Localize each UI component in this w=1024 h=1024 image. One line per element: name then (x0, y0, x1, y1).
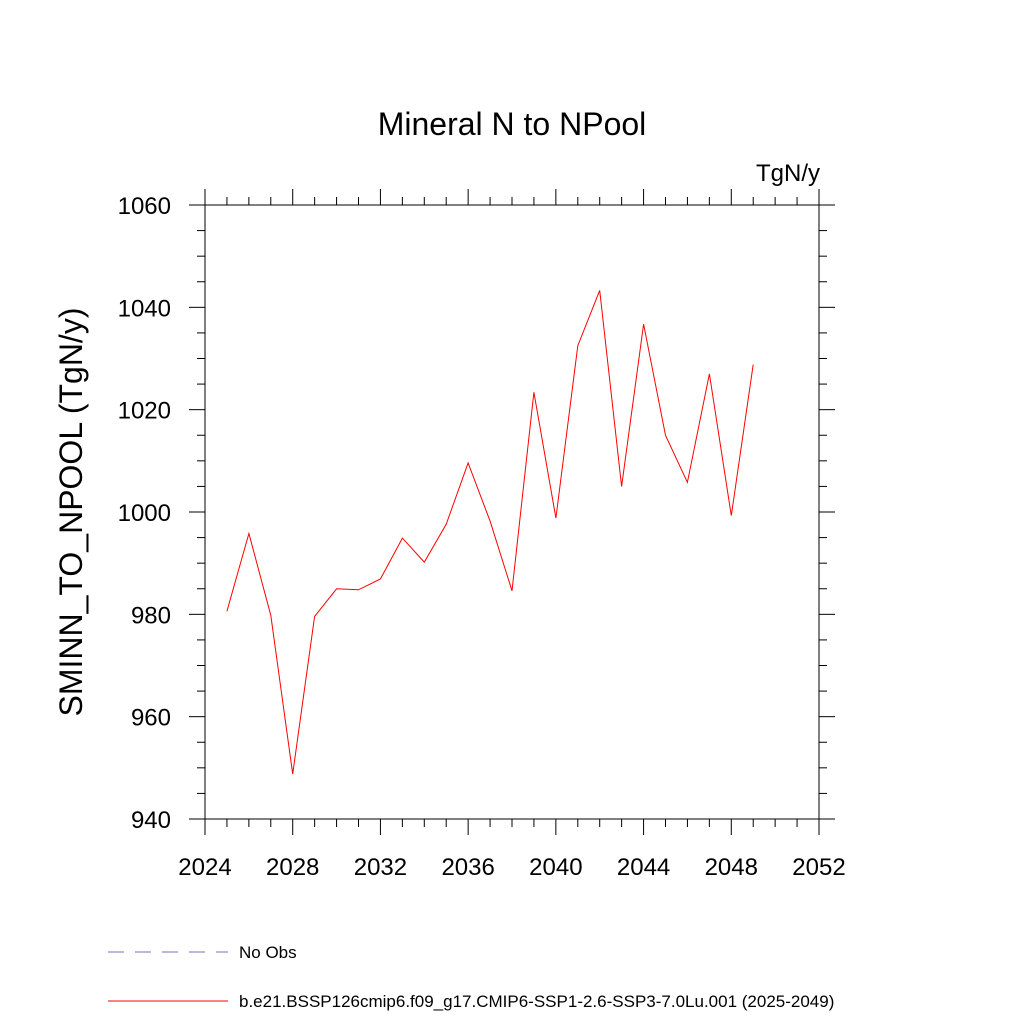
data-series (226, 290, 754, 775)
x-tick-label: 2032 (354, 854, 407, 881)
x-tick-label: 2052 (792, 854, 845, 881)
axis-ticks (189, 189, 835, 835)
y-axis-label: SMINN_TO_NPOOL (TgN/y) (53, 308, 89, 717)
units-label: TgN/y (756, 160, 820, 187)
x-tick-label: 2040 (529, 854, 582, 881)
legend: No Obs b.e21.BSSP126cmip6.f09_g17.CMIP6-S… (108, 943, 834, 1011)
y-tick-label: 940 (131, 807, 171, 834)
legend-label: No Obs (239, 943, 297, 962)
series-line (226, 290, 754, 775)
y-tick-label: 980 (131, 602, 171, 629)
axis-tick-labels: 2024 2028 2032 2036 2040 2044 2048 2052 940 960 98… (118, 193, 846, 881)
plot-frame (204, 204, 820, 820)
y-tick-label: 960 (131, 705, 171, 732)
x-tick-label: 2036 (441, 854, 494, 881)
x-tick-label: 2028 (266, 854, 319, 881)
x-tick-label: 2044 (617, 854, 670, 881)
y-tick-label: 1000 (118, 500, 171, 527)
chart-title: Mineral N to NPool (378, 106, 647, 142)
y-tick-label: 1020 (118, 398, 171, 425)
x-tick-label: 2048 (705, 854, 758, 881)
y-tick-label: 1060 (118, 193, 171, 220)
x-tick-label: 2024 (178, 854, 231, 881)
legend-label: b.e21.BSSP126cmip6.f09_g17.CMIP6-SSP1-2.… (239, 992, 834, 1011)
y-tick-label: 1040 (118, 295, 171, 322)
